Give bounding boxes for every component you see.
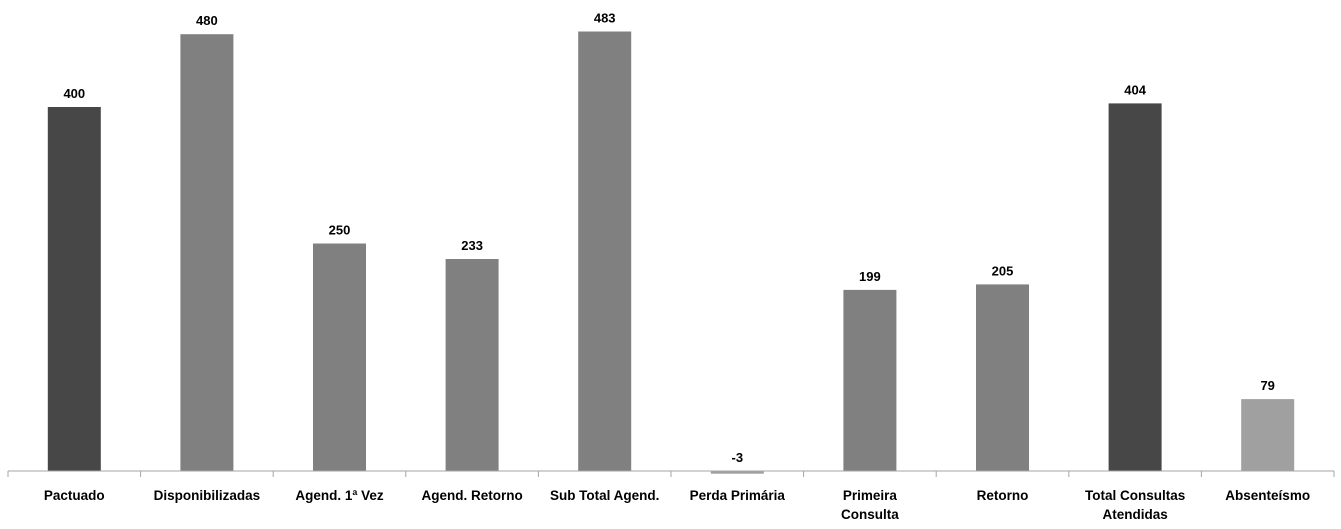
category-label-line: Disponibilizadas <box>154 488 261 503</box>
category-label: Agend. Retorno <box>421 488 522 503</box>
value-label: 233 <box>461 238 483 253</box>
bars-group <box>47 31 1295 474</box>
category-label-line: Consulta <box>841 507 899 522</box>
bar <box>1108 103 1162 472</box>
bar <box>710 471 764 474</box>
value-label: 250 <box>329 223 351 238</box>
bar <box>180 34 234 471</box>
category-labels-group: Pactuado Disponibilizadas Agend. 1ª Vez Age… <box>44 488 1310 522</box>
category-label: Perda Primária <box>690 488 786 503</box>
value-label: 483 <box>594 11 616 26</box>
category-label: Agend. 1ª Vez <box>295 488 384 503</box>
bar <box>976 284 1029 471</box>
category-label-line: Retorno <box>977 488 1029 503</box>
category-label-line: Absenteísmo <box>1225 488 1310 503</box>
category-label: Total Consultas Atendidas <box>1085 488 1185 522</box>
category-label-line: Total Consultas <box>1085 488 1185 503</box>
value-label: 205 <box>992 263 1014 278</box>
value-label: 404 <box>1124 82 1146 97</box>
value-label: -3 <box>732 450 744 465</box>
bar <box>843 289 897 471</box>
value-label: 79 <box>1260 378 1274 393</box>
value-label: 400 <box>63 86 85 101</box>
category-label-line: Perda Primária <box>690 488 786 503</box>
category-label: Retorno <box>977 488 1029 503</box>
bar <box>1241 399 1295 471</box>
category-label-line: Agend. Retorno <box>421 488 522 503</box>
bar <box>445 259 499 471</box>
value-label: 199 <box>859 269 881 284</box>
category-label-line: Agend. 1ª Vez <box>295 488 384 503</box>
category-label: Pactuado <box>44 488 105 503</box>
bar <box>578 31 632 471</box>
value-label: 480 <box>196 13 218 28</box>
x-axis <box>7 470 1335 477</box>
category-label-line: Pactuado <box>44 488 105 503</box>
category-label-line: Atendidas <box>1102 507 1167 522</box>
category-label: Sub Total Agend. <box>550 488 660 503</box>
category-label-line: Sub Total Agend. <box>550 488 660 503</box>
bar <box>47 107 101 471</box>
category-label: Absenteísmo <box>1225 488 1310 503</box>
bar <box>313 243 366 471</box>
value-labels-group: 400 480 250 233 483 -3 199 205 404 79 <box>63 11 1274 466</box>
category-label-line: Primeira <box>843 488 898 503</box>
category-label: Primeira Consulta <box>841 488 899 522</box>
category-label: Disponibilizadas <box>154 488 261 503</box>
